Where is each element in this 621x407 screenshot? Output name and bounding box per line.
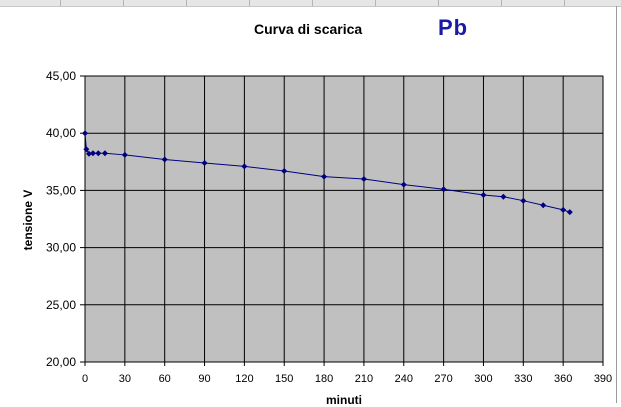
data-point [95,150,102,157]
column-divider [501,0,502,6]
y-tick-label: 45,00 [46,69,76,83]
data-point [560,206,567,213]
data-point [121,151,128,158]
data-point [400,181,407,188]
x-tick-label: 120 [235,373,253,385]
data-point [566,209,573,216]
column-divider [249,0,250,6]
y-tick-label: 40,00 [46,126,76,140]
plot-area [84,75,604,363]
column-divider [312,0,313,6]
data-point [83,146,90,153]
x-tick-label: 60 [159,373,171,385]
data-point [321,173,328,180]
x-tick-label: 30 [119,373,131,385]
x-tick-label: 270 [434,373,452,385]
x-tick-label: 390 [594,373,612,385]
column-divider [564,0,565,6]
y-tick-label: 20,00 [46,355,76,369]
data-point [440,186,447,193]
x-tick-label: 180 [315,373,333,385]
spreadsheet-header-strip [0,0,621,7]
x-tick-label: 90 [198,373,210,385]
x-tick-label: 210 [355,373,373,385]
data-point [101,150,108,157]
chart-title: Curva di scarica [254,21,363,37]
chart-subtitle: Pb [438,15,469,40]
y-axis-label: tensione V [21,189,35,251]
data-point [540,202,547,209]
x-tick-label: 240 [395,373,413,385]
y-tick-label: 35,00 [46,183,76,197]
x-tick-label: 360 [554,373,572,385]
x-tick-label: 0 [82,373,88,385]
column-divider [375,0,376,6]
data-point [241,163,248,170]
data-point [500,193,507,200]
x-tick-label: 300 [474,373,492,385]
y-tick-label: 25,00 [46,298,76,312]
x-tick-label: 150 [275,373,293,385]
y-tick-label: 30,00 [46,241,76,255]
data-point [520,197,527,204]
column-divider [438,0,439,6]
window-edge [616,6,617,403]
column-divider [60,0,61,6]
data-point [201,159,208,166]
column-divider [186,0,187,6]
column-divider [123,0,124,6]
x-axis-label: minuti [326,393,362,407]
data-point [281,167,288,174]
data-point [82,130,88,137]
data-point [360,175,367,182]
x-tick-label: 330 [514,373,532,385]
data-point [89,150,96,157]
data-point [85,150,92,157]
data-point [161,156,168,163]
data-point [480,191,487,198]
